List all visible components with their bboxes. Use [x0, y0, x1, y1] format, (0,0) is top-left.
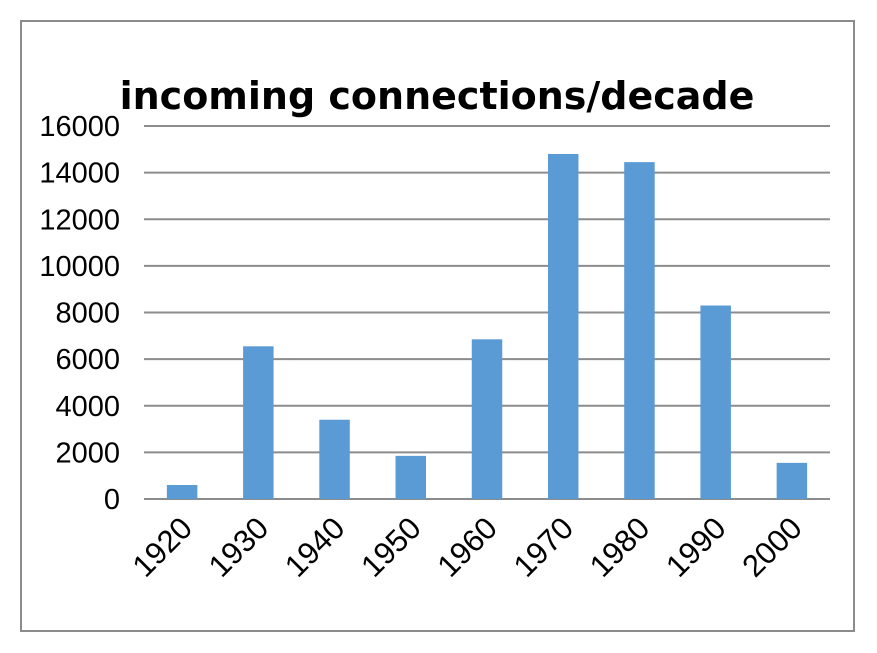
y-tick-label: 0	[104, 484, 120, 516]
x-category-label: 2000	[735, 510, 809, 584]
bar-1940	[319, 419, 350, 499]
x-category-label: 1950	[354, 510, 428, 584]
x-category-label: 1920	[126, 510, 200, 584]
chart-title: incoming connections/decade	[120, 74, 755, 118]
y-tick-label: 4000	[55, 391, 120, 423]
x-axis-categories: 1920 1930 1940 1950 1960 1970 1980 1990 2000	[126, 510, 809, 584]
y-tick-label: 10000	[39, 251, 120, 283]
x-category-label: 1980	[583, 510, 657, 584]
x-category-label: 1960	[430, 510, 504, 584]
bar-1990	[700, 305, 731, 499]
y-tick-label: 6000	[55, 344, 120, 376]
x-category-label: 1970	[507, 510, 581, 584]
bar-layer	[166, 153, 808, 499]
x-category-label: 1940	[278, 510, 352, 584]
y-tick-label: 14000	[39, 158, 120, 190]
y-tick-label: 2000	[55, 437, 120, 469]
x-category-label: 1990	[659, 510, 733, 584]
y-tick-label: 8000	[55, 298, 120, 330]
bar-1980	[624, 162, 655, 499]
x-category-label: 1930	[202, 510, 276, 584]
y-axis-ticks: 0 2000 4000 6000 8000 10000 12000 14000 16000	[39, 111, 120, 516]
bar-1920	[166, 485, 198, 499]
bar-1970	[547, 153, 579, 499]
y-tick-label: 12000	[39, 204, 120, 236]
bar-1950	[395, 455, 427, 499]
y-tick-label: 16000	[39, 111, 120, 143]
bar-1960	[471, 339, 503, 499]
bar-1930	[243, 346, 274, 499]
bar-2000	[776, 462, 808, 499]
